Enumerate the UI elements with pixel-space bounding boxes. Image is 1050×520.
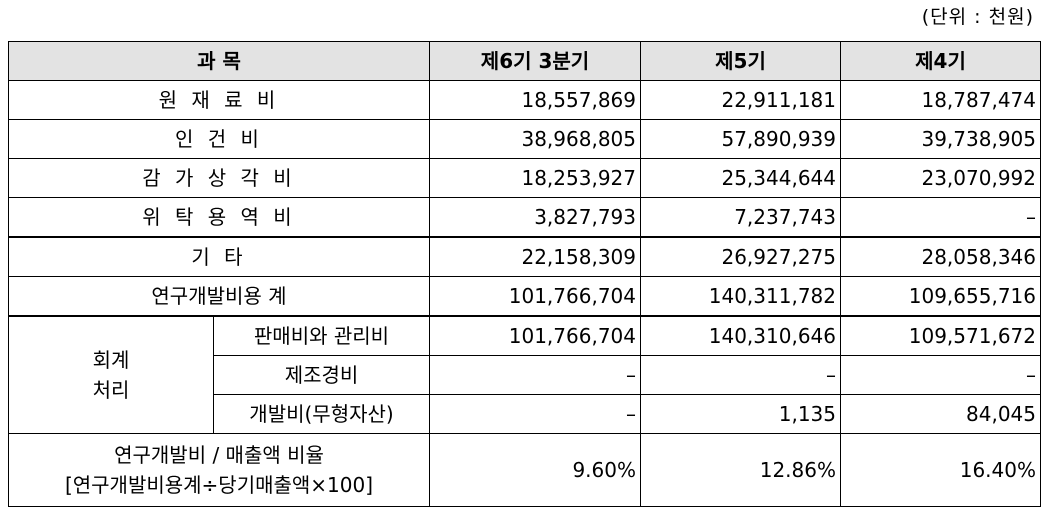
row-value-col2: 140,311,782 (640, 276, 841, 317)
row-label: 원 재 료 비 (8, 80, 430, 120)
header-col1: 제6기 3분기 (429, 41, 641, 81)
row-label: 기 타 (8, 236, 430, 277)
accounting-category-cell: 회계 처리 (8, 315, 214, 434)
row-label: 연구개발비용 계 (8, 276, 430, 317)
header-col3: 제4기 (840, 41, 1041, 81)
table-header-row: 과 목 제6기 3분기 제5기 제4기 (8, 41, 1041, 81)
row-label: 감 가 상 각 비 (8, 158, 430, 198)
row-value-col3: 18,787,474 (840, 80, 1041, 120)
row-value-col3: 109,655,716 (840, 276, 1041, 317)
row-label: 인 건 비 (8, 119, 430, 159)
table-row-total: 연구개발비용 계 101,766,704 140,311,782 109,655… (8, 276, 1041, 317)
row-value-col2: 7,237,743 (640, 197, 841, 238)
header-item: 과 목 (8, 41, 430, 81)
row-value-col3: 16.40% (840, 433, 1041, 507)
row-value-col1: – (429, 394, 641, 434)
row-value-col3: 28,058,346 (840, 236, 1041, 277)
row-value-col1: 18,253,927 (429, 158, 641, 198)
row-value-col2: 1,135 (640, 394, 841, 434)
row-value-col2: 22,911,181 (640, 80, 841, 120)
row-value-col2: 57,890,939 (640, 119, 841, 159)
row-value-col2: 26,927,275 (640, 236, 841, 277)
ratio-label-line1: 연구개발비 / 매출액 비율 (114, 443, 324, 467)
ratio-label-line2: [연구개발비용계÷당기매출액×100] (64, 473, 374, 497)
row-value-col1: 22,158,309 (429, 236, 641, 277)
row-value-col1: 3,827,793 (429, 197, 641, 238)
row-label: 판매비와 관리비 (213, 315, 430, 356)
table-row: 인 건 비 38,968,805 57,890,939 39,738,905 (8, 119, 1041, 159)
row-value-col1: 18,557,869 (429, 80, 641, 120)
table-row: 개발비(무형자산) – 1,135 84,045 (9, 394, 1041, 434)
table-row: 위 탁 용 역 비 3,827,793 7,237,743 – (8, 197, 1041, 238)
table-row: 원 재 료 비 18,557,869 22,911,181 18,787,474 (8, 80, 1041, 120)
row-value-col1: 101,766,704 (429, 276, 641, 317)
row-value-col2: – (640, 355, 841, 395)
rnd-expense-table: 과 목 제6기 3분기 제5기 제4기 원 재 료 비 18,557,869 2… (8, 41, 1041, 507)
header-col2: 제5기 (640, 41, 841, 81)
row-value-col2: 12.86% (640, 433, 841, 507)
row-value-col2: 140,310,646 (640, 315, 841, 356)
accounting-category-line1: 회계 (92, 348, 130, 372)
row-value-col3: – (840, 197, 1041, 238)
table-row: 감 가 상 각 비 18,253,927 25,344,644 23,070,9… (8, 158, 1041, 198)
table-row: 회계 처리 판매비와 관리비 101,766,704 140,310,646 1… (8, 315, 1041, 434)
unit-note: (단위 : 천원) (921, 6, 1034, 28)
row-label: 제조경비 (213, 355, 430, 395)
table-row-ratio: 연구개발비 / 매출액 비율 [연구개발비용계÷당기매출액×100] 9.60%… (8, 433, 1041, 507)
row-value-col2: 25,344,644 (640, 158, 841, 198)
accounting-category-line2: 처리 (92, 378, 130, 402)
row-value-col3: 23,070,992 (840, 158, 1041, 198)
row-label: 개발비(무형자산) (213, 394, 430, 434)
row-value-col1: 9.60% (429, 433, 641, 507)
ratio-label-cell: 연구개발비 / 매출액 비율 [연구개발비용계÷당기매출액×100] (8, 433, 430, 507)
row-value-col3: – (840, 355, 1041, 395)
row-value-col1: – (429, 355, 641, 395)
table-row: 기 타 22,158,309 26,927,275 28,058,346 (8, 236, 1041, 277)
row-value-col1: 38,968,805 (429, 119, 641, 159)
row-value-col3: 84,045 (840, 394, 1041, 434)
row-value-col1: 101,766,704 (429, 315, 641, 356)
row-label: 위 탁 용 역 비 (8, 197, 430, 238)
row-value-col3: 109,571,672 (840, 315, 1041, 356)
row-value-col3: 39,738,905 (840, 119, 1041, 159)
